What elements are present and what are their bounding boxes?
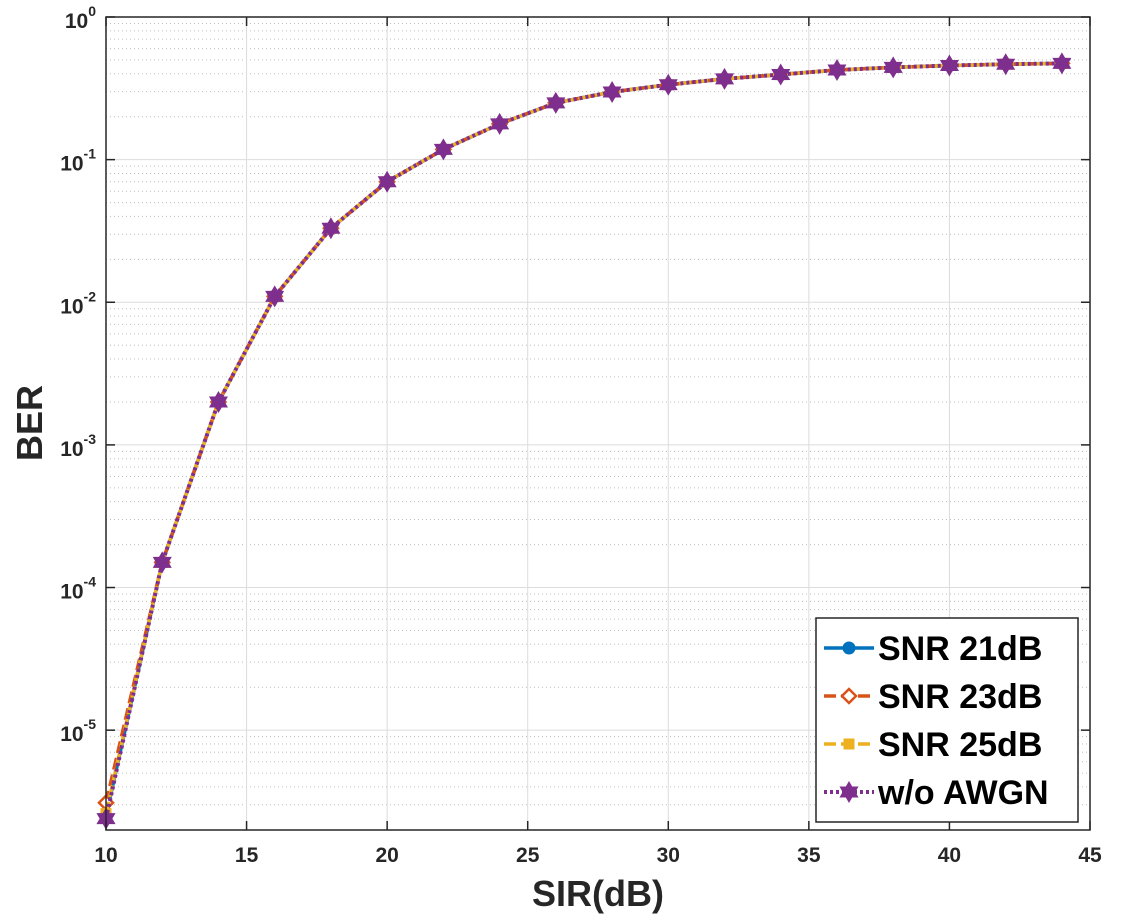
y-tick-base: 10 <box>60 581 83 604</box>
x-tick-label: 35 <box>797 844 821 867</box>
series-line <box>104 61 1062 820</box>
data-point <box>602 81 622 103</box>
legend-label: SNR 23dB <box>878 678 1042 716</box>
data-point <box>433 138 453 161</box>
data-point <box>265 285 285 308</box>
y-tick-label: 10-4 <box>60 574 96 604</box>
x-tick-label: 45 <box>1078 844 1102 867</box>
y-tick-base: 10 <box>65 10 88 33</box>
legend-marker <box>839 781 859 803</box>
data-point <box>152 551 172 574</box>
y-tick-exponent: -2 <box>84 288 97 304</box>
legend-marker <box>842 641 856 655</box>
x-axis-ticks: 10 15 20 25 30 35 40 45 <box>94 17 1102 867</box>
data-point <box>377 170 397 193</box>
legend-box <box>815 617 1079 823</box>
y-tick-exponent: -4 <box>84 574 97 590</box>
y-tick-label: 10-1 <box>60 146 96 176</box>
data-point <box>996 53 1016 76</box>
legend: SNR 21dB SNR 23dB SNR 25dB w/o AWGN <box>815 617 1079 823</box>
data-point <box>321 217 341 240</box>
data-point <box>715 67 735 90</box>
legend-label: w/o AWGN <box>877 774 1049 812</box>
legend-label: SNR 21dB <box>878 630 1042 668</box>
y-tick-exponent: -1 <box>84 146 97 162</box>
plot-area-frame <box>105 16 1091 831</box>
legend-entry: w/o AWGN <box>824 774 1049 812</box>
x-tick-label: 30 <box>657 844 680 867</box>
y-tick-exponent: -3 <box>84 431 97 447</box>
data-point <box>658 73 678 96</box>
legend-entry: SNR 23dB <box>824 678 1042 716</box>
legend-entry: SNR 25dB <box>824 726 1042 764</box>
y-tick-base: 10 <box>60 438 83 461</box>
data-point <box>827 59 847 81</box>
data-point <box>490 112 510 135</box>
x-tick-label: 10 <box>94 844 117 867</box>
data-point <box>546 91 566 114</box>
y-tick-label: 10-5 <box>60 716 96 746</box>
data-point <box>771 63 791 86</box>
data-point <box>939 54 959 77</box>
y-axis-label: BER <box>9 385 50 461</box>
data-point <box>208 391 228 413</box>
y-tick-base: 10 <box>60 723 83 746</box>
y-tick-exponent: 0 <box>88 3 96 19</box>
x-tick-label: 25 <box>516 844 540 867</box>
y-tick-label: 10-2 <box>60 288 96 318</box>
x-tick-label: 15 <box>235 844 259 867</box>
y-tick-exponent: -5 <box>84 716 97 732</box>
data-point <box>883 56 903 79</box>
y-tick-label: 100 <box>65 3 96 33</box>
legend-marker <box>840 687 858 705</box>
legend-entry: SNR 21dB <box>824 630 1042 668</box>
y-tick-label: 10-3 <box>60 431 96 461</box>
x-tick-label: 20 <box>375 844 398 867</box>
y-tick-base: 10 <box>60 153 83 176</box>
legend-marker <box>843 738 855 750</box>
x-axis-label: SIR(dB) <box>532 873 664 914</box>
series-3 <box>96 52 1072 830</box>
data-point <box>1052 52 1072 75</box>
y-tick-base: 10 <box>60 295 83 318</box>
legend-label: SNR 25dB <box>878 726 1042 764</box>
x-tick-label: 40 <box>938 844 961 867</box>
